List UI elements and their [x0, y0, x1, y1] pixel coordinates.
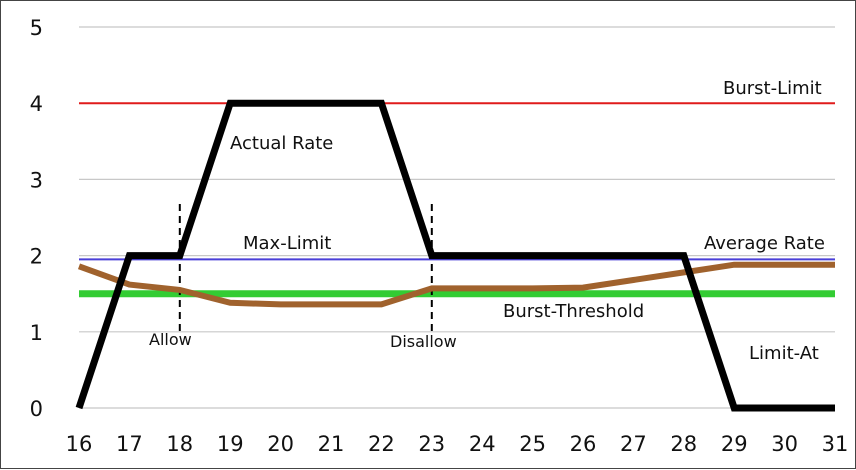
x-tick-label-27: 27 — [620, 432, 647, 456]
x-tick-label-16: 16 — [66, 432, 93, 456]
x-tick-label-23: 23 — [418, 432, 445, 456]
average-rate-label: Average Rate — [704, 233, 825, 254]
x-tick-label-25: 25 — [519, 432, 546, 456]
burst-threshold-label: Burst-Threshold — [503, 301, 644, 322]
y-tick-label-4: 4 — [30, 92, 43, 116]
x-tick-label-30: 30 — [771, 432, 798, 456]
x-tick-label-19: 19 — [217, 432, 244, 456]
y-tick-label-0: 0 — [30, 397, 43, 421]
actual-rate-label: Actual Rate — [230, 133, 333, 154]
x-tick-label-17: 17 — [116, 432, 143, 456]
marker-lines — [178, 204, 433, 331]
x-tick-label-31: 31 — [822, 432, 849, 456]
x-tick-label-26: 26 — [570, 432, 597, 456]
max-limit-label: Max-Limit — [243, 233, 331, 254]
limit-at-label: Limit-At — [749, 343, 819, 364]
x-tick-label-20: 20 — [267, 432, 294, 456]
allow-label: Allow — [149, 330, 192, 349]
y-tick-label-3: 3 — [30, 168, 43, 192]
burst-limit-label: Burst-Limit — [723, 78, 822, 99]
x-axis-ticks: 16 17 18 19 20 21 22 23 24 25 26 27 28 29 30 31 — [66, 432, 849, 456]
y-tick-label-1: 1 — [30, 321, 43, 345]
average-rate-series-line — [77, 261, 835, 308]
disallow-label: Disallow — [390, 332, 457, 351]
y-tick-label-5: 5 — [30, 16, 43, 40]
y-tick-label-2: 2 — [30, 245, 43, 269]
series-lines — [75, 99, 835, 412]
x-tick-label-18: 18 — [166, 432, 193, 456]
x-tick-label-24: 24 — [469, 432, 496, 456]
x-tick-label-28: 28 — [670, 432, 697, 456]
x-tick-label-21: 21 — [318, 432, 345, 456]
y-axis-ticks: 0 1 2 3 4 5 — [30, 16, 43, 421]
actual-rate-series-line — [75, 99, 835, 412]
x-tick-label-22: 22 — [368, 432, 395, 456]
x-tick-label-29: 29 — [721, 432, 748, 456]
